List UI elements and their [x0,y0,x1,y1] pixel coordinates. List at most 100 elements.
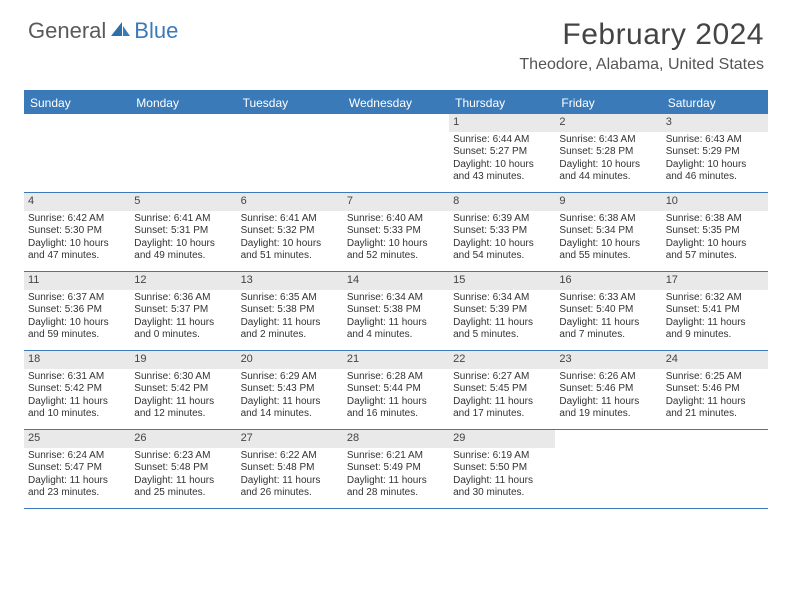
daylight-text: Daylight: 11 hours and 30 minutes. [453,475,551,500]
day-number: 18 [24,351,130,369]
day-body: Sunrise: 6:23 AMSunset: 5:48 PMDaylight:… [130,448,236,504]
day-number: 16 [555,272,661,290]
daylight-text: Daylight: 11 hours and 14 minutes. [241,396,339,421]
sunset-text: Sunset: 5:48 PM [134,462,232,475]
day-number: 8 [449,193,555,211]
location-subtitle: Theodore, Alabama, United States [519,56,764,74]
sunrise-text: Sunrise: 6:21 AM [347,450,445,463]
day-body [24,118,130,124]
day-body: Sunrise: 6:37 AMSunset: 5:36 PMDaylight:… [24,290,130,346]
sunrise-text: Sunrise: 6:27 AM [453,371,551,384]
day-cell: 13Sunrise: 6:35 AMSunset: 5:38 PMDayligh… [237,272,343,350]
sunrise-text: Sunrise: 6:25 AM [666,371,764,384]
header: General Blue February 2024 Theodore, Ala… [0,0,792,82]
day-body: Sunrise: 6:21 AMSunset: 5:49 PMDaylight:… [343,448,449,504]
dow-thursday: Thursday [449,92,555,114]
title-block: February 2024 Theodore, Alabama, United … [519,18,764,74]
sunrise-text: Sunrise: 6:40 AM [347,213,445,226]
daylight-text: Daylight: 11 hours and 5 minutes. [453,317,551,342]
day-body: Sunrise: 6:34 AMSunset: 5:38 PMDaylight:… [343,290,449,346]
sunset-text: Sunset: 5:33 PM [347,225,445,238]
sunset-text: Sunset: 5:43 PM [241,383,339,396]
sunrise-text: Sunrise: 6:42 AM [28,213,126,226]
daylight-text: Daylight: 10 hours and 44 minutes. [559,159,657,184]
daylight-text: Daylight: 11 hours and 0 minutes. [134,317,232,342]
day-number: 3 [662,114,768,132]
day-cell [130,114,236,192]
day-number: 29 [449,430,555,448]
day-number: 5 [130,193,236,211]
day-body: Sunrise: 6:40 AMSunset: 5:33 PMDaylight:… [343,211,449,267]
day-body: Sunrise: 6:24 AMSunset: 5:47 PMDaylight:… [24,448,130,504]
day-number: 14 [343,272,449,290]
sunrise-text: Sunrise: 6:31 AM [28,371,126,384]
day-body: Sunrise: 6:35 AMSunset: 5:38 PMDaylight:… [237,290,343,346]
dow-monday: Monday [130,92,236,114]
daylight-text: Daylight: 10 hours and 46 minutes. [666,159,764,184]
sunset-text: Sunset: 5:34 PM [559,225,657,238]
sunrise-text: Sunrise: 6:41 AM [241,213,339,226]
sunrise-text: Sunrise: 6:39 AM [453,213,551,226]
day-body [662,434,768,440]
daylight-text: Daylight: 10 hours and 59 minutes. [28,317,126,342]
day-cell [343,114,449,192]
day-number: 24 [662,351,768,369]
weeks-container: 1Sunrise: 6:44 AMSunset: 5:27 PMDaylight… [24,114,768,509]
day-cell: 18Sunrise: 6:31 AMSunset: 5:42 PMDayligh… [24,351,130,429]
sunset-text: Sunset: 5:40 PM [559,304,657,317]
daylight-text: Daylight: 11 hours and 10 minutes. [28,396,126,421]
sunrise-text: Sunrise: 6:41 AM [134,213,232,226]
day-number: 2 [555,114,661,132]
dow-saturday: Saturday [662,92,768,114]
sunset-text: Sunset: 5:46 PM [559,383,657,396]
day-body: Sunrise: 6:33 AMSunset: 5:40 PMDaylight:… [555,290,661,346]
day-body [343,118,449,124]
sunrise-text: Sunrise: 6:37 AM [28,292,126,305]
day-number: 1 [449,114,555,132]
day-number: 28 [343,430,449,448]
day-body: Sunrise: 6:38 AMSunset: 5:35 PMDaylight:… [662,211,768,267]
sunset-text: Sunset: 5:35 PM [666,225,764,238]
sunrise-text: Sunrise: 6:30 AM [134,371,232,384]
day-cell: 7Sunrise: 6:40 AMSunset: 5:33 PMDaylight… [343,193,449,271]
sunrise-text: Sunrise: 6:32 AM [666,292,764,305]
day-cell: 29Sunrise: 6:19 AMSunset: 5:50 PMDayligh… [449,430,555,508]
daylight-text: Daylight: 11 hours and 4 minutes. [347,317,445,342]
day-number: 19 [130,351,236,369]
day-body [555,434,661,440]
sunrise-text: Sunrise: 6:44 AM [453,134,551,147]
daylight-text: Daylight: 11 hours and 26 minutes. [241,475,339,500]
week-row: 18Sunrise: 6:31 AMSunset: 5:42 PMDayligh… [24,351,768,430]
day-cell: 21Sunrise: 6:28 AMSunset: 5:44 PMDayligh… [343,351,449,429]
sunset-text: Sunset: 5:39 PM [453,304,551,317]
week-row: 11Sunrise: 6:37 AMSunset: 5:36 PMDayligh… [24,272,768,351]
day-cell: 5Sunrise: 6:41 AMSunset: 5:31 PMDaylight… [130,193,236,271]
day-cell: 14Sunrise: 6:34 AMSunset: 5:38 PMDayligh… [343,272,449,350]
sunset-text: Sunset: 5:33 PM [453,225,551,238]
sunset-text: Sunset: 5:28 PM [559,146,657,159]
sunset-text: Sunset: 5:45 PM [453,383,551,396]
dow-tuesday: Tuesday [237,92,343,114]
day-number: 25 [24,430,130,448]
day-body: Sunrise: 6:32 AMSunset: 5:41 PMDaylight:… [662,290,768,346]
day-cell: 10Sunrise: 6:38 AMSunset: 5:35 PMDayligh… [662,193,768,271]
day-number: 7 [343,193,449,211]
daylight-text: Daylight: 11 hours and 7 minutes. [559,317,657,342]
sunset-text: Sunset: 5:44 PM [347,383,445,396]
dow-sunday: Sunday [24,92,130,114]
sunrise-text: Sunrise: 6:36 AM [134,292,232,305]
day-body: Sunrise: 6:25 AMSunset: 5:46 PMDaylight:… [662,369,768,425]
sunrise-text: Sunrise: 6:43 AM [666,134,764,147]
day-number: 22 [449,351,555,369]
sunset-text: Sunset: 5:30 PM [28,225,126,238]
dow-wednesday: Wednesday [343,92,449,114]
day-cell: 17Sunrise: 6:32 AMSunset: 5:41 PMDayligh… [662,272,768,350]
sunset-text: Sunset: 5:48 PM [241,462,339,475]
daylight-text: Daylight: 10 hours and 52 minutes. [347,238,445,263]
day-body: Sunrise: 6:34 AMSunset: 5:39 PMDaylight:… [449,290,555,346]
daylight-text: Daylight: 11 hours and 23 minutes. [28,475,126,500]
day-body: Sunrise: 6:26 AMSunset: 5:46 PMDaylight:… [555,369,661,425]
day-body: Sunrise: 6:42 AMSunset: 5:30 PMDaylight:… [24,211,130,267]
sunrise-text: Sunrise: 6:34 AM [453,292,551,305]
week-row: 1Sunrise: 6:44 AMSunset: 5:27 PMDaylight… [24,114,768,193]
